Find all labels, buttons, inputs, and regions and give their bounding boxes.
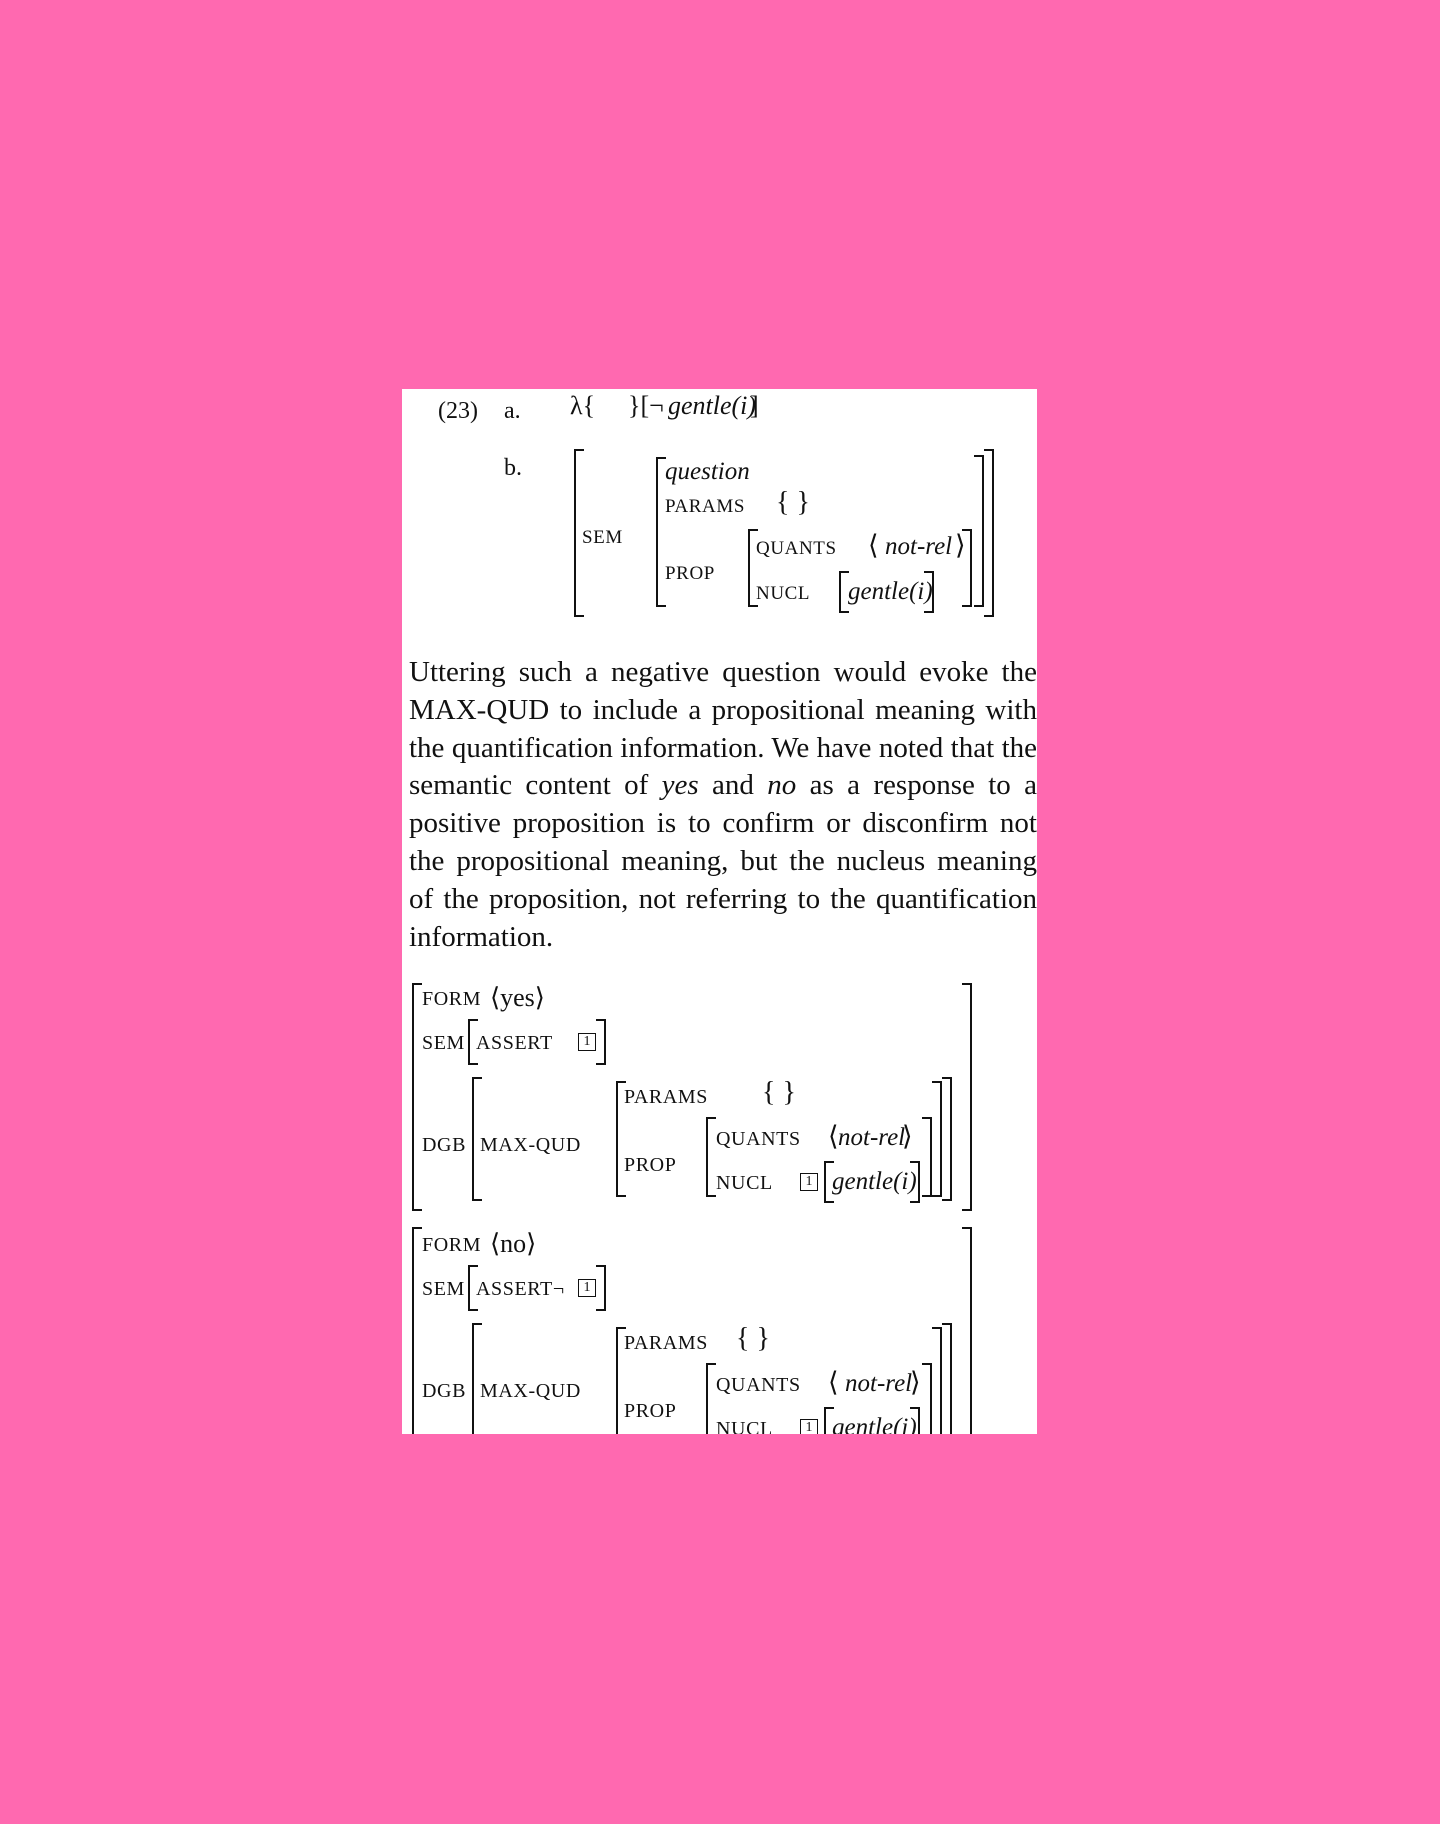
tag-box: 1: [578, 1033, 596, 1051]
dgb-bracket-left: [472, 1077, 482, 1201]
nucl-bracket-left: [824, 1407, 834, 1434]
params-value: { }: [762, 1077, 796, 1108]
prop-bracket-left: [706, 1363, 716, 1434]
prop-bracket-left: [706, 1117, 716, 1197]
quants-open: ⟨: [828, 1367, 839, 1397]
tag-box: 1: [578, 1279, 596, 1297]
nucl-bracket-right: [910, 1161, 920, 1203]
params-attr: PARAMS: [624, 1086, 709, 1108]
quants-open: ⟨: [828, 1121, 839, 1151]
quants-attr: QUANTS: [716, 1374, 801, 1396]
sem-bracket-left: [656, 457, 666, 607]
assert-attr: ASSERT¬: [476, 1278, 565, 1300]
example-a-label: a.: [504, 398, 521, 424]
prop-bracket-right: [922, 1363, 932, 1434]
form-value: ⟨yes⟩: [490, 983, 545, 1012]
nucl-attr: NUCL: [756, 583, 811, 604]
quants-attr: QUANTS: [716, 1128, 801, 1150]
quants-close: ⟩: [955, 530, 966, 560]
quants-value: not-rel: [838, 1124, 906, 1151]
maxqud-bracket-left: [616, 1081, 626, 1197]
quants-close: ⟩: [910, 1367, 921, 1397]
maxqud-bracket-left: [616, 1327, 626, 1434]
maxqud-bracket-right: [932, 1327, 942, 1434]
dgb-bracket-left: [472, 1323, 482, 1434]
params-attr: PARAMS: [665, 496, 745, 517]
quants-close: ⟩: [902, 1121, 913, 1151]
prop-bracket-right: [922, 1117, 932, 1197]
outer-bracket-right: [984, 449, 994, 617]
italic-no: no: [767, 769, 797, 802]
avm-yes-outer-right: [962, 983, 972, 1211]
outer-bracket-left: [574, 449, 584, 617]
params-value: { }: [736, 1323, 770, 1354]
dgb-attr: DGB: [422, 1380, 467, 1402]
sem-bracket-right: [596, 1265, 606, 1311]
sem-attr: SEM: [582, 527, 623, 548]
quants-value: not-rel: [885, 533, 953, 560]
tag-box: 1: [800, 1419, 818, 1434]
sem-bracket-right: [974, 455, 984, 607]
avm-no-outer-left: [412, 1227, 422, 1434]
maxqud-attr: MAX-QUD: [480, 1134, 581, 1156]
form-value: ⟨no⟩: [490, 1229, 537, 1258]
nucl-value: gentle(i): [832, 1414, 917, 1434]
sem-bracket-left: [468, 1019, 478, 1065]
lambda-predicate: gentle(i): [668, 391, 757, 420]
nucl-value: gentle(i): [832, 1168, 917, 1195]
assert-attr: ASSERT: [476, 1032, 553, 1054]
nucl-value: gentle(i): [848, 578, 933, 605]
quants-attr: QUANTS: [756, 538, 837, 559]
nucl-bracket-left: [839, 571, 849, 613]
avm-no-outer-right: [962, 1227, 972, 1434]
lambda-end: ]: [750, 391, 759, 420]
tag-box: 1: [800, 1173, 818, 1191]
sem-bracket-left: [468, 1265, 478, 1311]
nucl-bracket-left: [824, 1161, 834, 1203]
nucl-attr: NUCL: [716, 1172, 773, 1194]
dgb-bracket-right: [942, 1323, 952, 1434]
quants-value: not-rel: [845, 1370, 913, 1397]
italic-yes: yes: [661, 769, 699, 802]
sem-attr: SEM: [422, 1032, 465, 1054]
sem-bracket-right: [596, 1019, 606, 1065]
avm-yes-outer-left: [412, 983, 422, 1211]
prop-attr: PROP: [665, 563, 715, 584]
document-page: (23) a. λ{ }[¬ gentle(i) ] b. SEM questi…: [402, 389, 1037, 1434]
lambda-close: }[¬: [628, 391, 664, 420]
params-value: { }: [776, 487, 810, 518]
dgb-bracket-right: [942, 1077, 952, 1201]
nucl-bracket-right: [910, 1407, 920, 1434]
example-b-label: b.: [504, 455, 522, 481]
example-number: (23): [438, 398, 478, 424]
sem-attr: SEM: [422, 1278, 465, 1300]
dgb-attr: DGB: [422, 1134, 467, 1156]
maxqud-attr: MAX-QUD: [480, 1380, 581, 1402]
maxqud-bracket-right: [932, 1081, 942, 1197]
body-paragraph: Uttering such a negative question would …: [409, 656, 1037, 953]
small-caps-term: MAX-QUD: [409, 693, 550, 726]
prop-bracket-right: [962, 529, 972, 607]
prop-bracket-left: [748, 529, 758, 607]
type-question: question: [665, 458, 750, 485]
params-attr: PARAMS: [624, 1332, 709, 1354]
prop-attr: PROP: [624, 1400, 677, 1422]
form-attr: FORM: [422, 988, 482, 1010]
form-attr: FORM: [422, 1234, 482, 1256]
nucl-attr: NUCL: [716, 1418, 773, 1434]
lambda-open: λ{: [570, 391, 596, 420]
quants-open: ⟨: [868, 530, 879, 560]
prop-attr: PROP: [624, 1154, 677, 1176]
nucl-bracket-right: [924, 571, 934, 613]
